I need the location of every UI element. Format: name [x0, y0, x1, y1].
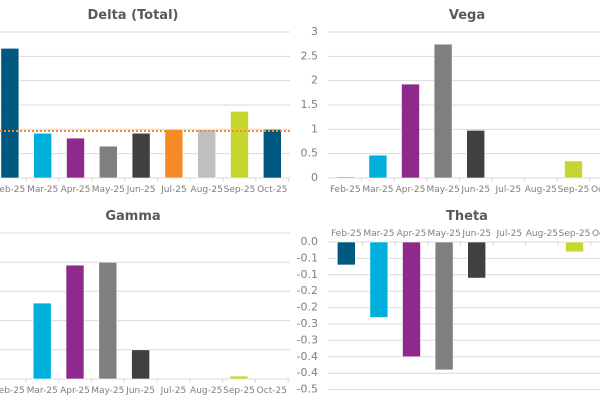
delta-x-tick-label: Jun-25 [126, 185, 156, 195]
theta-bar-apr-25 [402, 241, 421, 358]
delta-x-tick-label: Apr-25 [61, 185, 91, 195]
delta-x-tick-label: Sep-25 [224, 185, 256, 195]
theta-bar-mar-25 [369, 241, 389, 318]
delta-x-tick-label: Aug-25 [191, 185, 223, 195]
vega-bar-may-25 [433, 43, 453, 179]
delta-x-tick-label: May-25 [92, 185, 125, 195]
gamma-title: Gamma [105, 209, 160, 224]
gamma-x-tick-label: Mar-25 [27, 386, 58, 396]
delta-bar-aug-25 [197, 129, 216, 179]
vega-y-tick-label: 0 [311, 171, 318, 184]
delta-bar-oct-25 [262, 129, 282, 179]
delta-bar-mar-25 [33, 132, 53, 179]
theta-y-tick-label: -0.2 [297, 301, 318, 314]
delta-x-tick-label: Feb-25 [0, 185, 25, 195]
vega-bar-mar-25 [368, 154, 388, 179]
vega-title: Vega [449, 8, 485, 23]
vega-x-tick-label: Apr-25 [396, 185, 426, 195]
vega-bar-jun-25 [466, 130, 486, 179]
delta-bar-apr-25 [66, 137, 85, 179]
gamma-x-tick-label: Jun-25 [125, 386, 155, 396]
vega-y-tick-label: 1.5 [301, 98, 319, 111]
theta-y-tick-label: 0.0 [301, 235, 319, 248]
vega-y-tick-label: 2.5 [301, 49, 319, 62]
theta-bar-jun-25 [467, 241, 487, 279]
theta-y-tick-label: -0.5 [297, 383, 318, 396]
vega-y-tick-label: 3 [311, 25, 318, 38]
vega-x-tick-label: Sep-25 [558, 185, 590, 195]
theta-x-tick-label: Aug-25 [526, 229, 558, 239]
gamma-x-tick-label: Aug-25 [190, 386, 222, 396]
delta-bar-jul-25 [164, 129, 184, 179]
gamma-x-tick-label: Feb-25 [0, 386, 25, 396]
gamma-bar-may-25 [98, 261, 118, 380]
theta-bar-sep-25 [565, 241, 584, 253]
vega-x-tick-label: Aug-25 [525, 185, 557, 195]
vega-bar-feb-25 [335, 176, 355, 179]
gamma-x-tick-label: May-25 [91, 386, 124, 396]
theta-x-tick-label: Sep-25 [559, 229, 591, 239]
theta-x-tick-label: May-25 [428, 229, 461, 239]
theta-x-tick-label: Apr-25 [397, 229, 427, 239]
vega-bar-apr-25 [401, 83, 420, 179]
vega-bar-sep-25 [564, 160, 583, 179]
gamma-x-tick-label: Jul-25 [160, 386, 187, 396]
theta-x-tick-label: Jul-25 [496, 229, 523, 239]
theta-y-tick-label: -0.3 [297, 333, 318, 346]
gamma-bar-mar-25 [32, 302, 52, 380]
delta-bar-sep-25 [230, 111, 249, 179]
theta-y-tick-label: -0.4 [297, 350, 318, 363]
vega-y-tick-label: 2 [311, 74, 318, 87]
vega-x-tick-label: Jun-25 [460, 185, 490, 195]
gamma-x-tick-label: Sep-25 [223, 386, 255, 396]
theta-y-tick-label: -0.2 [297, 284, 318, 297]
gamma-bar-sep-25 [229, 375, 249, 380]
theta-x-tick-label: Jun-25 [461, 229, 491, 239]
vega-x-tick-label: May-25 [427, 185, 460, 195]
vega-x-tick-label: Oct-25 [591, 185, 600, 195]
delta-title: Delta (Total) [88, 8, 179, 23]
delta-x-tick-label: Jul-25 [160, 185, 187, 195]
theta-x-tick-label: Feb-25 [331, 229, 362, 239]
theta-x-tick-label: Mar-25 [363, 229, 394, 239]
theta-bar-may-25 [434, 241, 454, 371]
theta-x-tick-label: Oct-25 [592, 229, 600, 239]
gamma-bar-apr-25 [65, 264, 85, 380]
vega-y-tick-label: 0.5 [301, 147, 319, 160]
vega-x-tick-label: Jul-25 [495, 185, 522, 195]
vega-y-tick-label: 1 [311, 122, 318, 135]
theta-bar-feb-25 [336, 241, 356, 266]
theta-y-tick-label: -0.1 [297, 251, 318, 264]
delta-bar-may-25 [99, 145, 118, 179]
theta-y-tick-label: -0.4 [297, 366, 318, 379]
gamma-x-tick-label: Oct-25 [257, 386, 287, 396]
theta-title: Theta [446, 209, 488, 224]
vega-x-tick-label: Feb-25 [330, 185, 361, 195]
delta-bar-jun-25 [131, 132, 151, 179]
theta-y-tick-label: -0.3 [297, 317, 318, 330]
delta-bar-feb-25 [0, 48, 20, 179]
gamma-bar-jun-25 [131, 349, 150, 380]
delta-x-tick-label: Mar-25 [27, 185, 58, 195]
theta-y-tick-label: -0.1 [297, 268, 318, 281]
gamma-x-tick-label: Apr-25 [60, 386, 90, 396]
delta-x-tick-label: Oct-25 [257, 185, 287, 195]
vega-x-tick-label: Mar-25 [362, 185, 393, 195]
